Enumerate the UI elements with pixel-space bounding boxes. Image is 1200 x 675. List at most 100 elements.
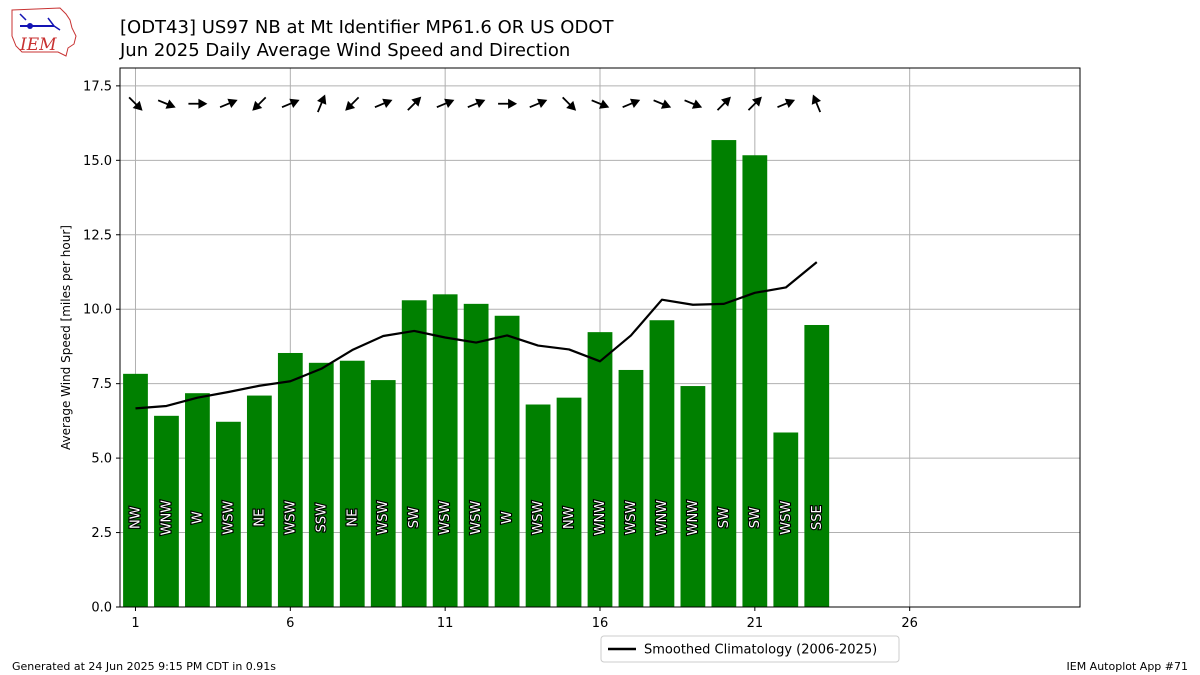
wind-arrow-head	[629, 98, 641, 108]
wind-arrow	[374, 98, 393, 109]
y-tick-label: 7.5	[91, 377, 112, 392]
wind-arrow-head	[475, 98, 486, 108]
wind-arrow-head	[165, 99, 176, 109]
bars	[123, 140, 830, 608]
wind-arrow	[128, 96, 143, 111]
wind-arrow	[777, 98, 796, 109]
wind-arrow-head	[784, 98, 796, 108]
wind-arrow	[407, 96, 422, 111]
direction-label: SW	[717, 507, 732, 528]
wind-arrow-head	[444, 98, 455, 108]
wind-arrow-head	[566, 100, 577, 111]
wind-arrow	[716, 96, 731, 111]
direction-label: WSW	[469, 501, 484, 535]
bar	[154, 415, 179, 607]
bar	[804, 324, 830, 607]
direction-labels: NW WNW W WSW NE WSW SSW NE WSW SW WSW WSW W WSW NW WNW W…	[127, 499, 825, 537]
x-tick-label: 26	[901, 616, 918, 631]
direction-label: WSW	[376, 501, 391, 535]
wind-arrow-shaft	[157, 99, 170, 106]
direction-label: WNW	[593, 500, 608, 536]
bar	[742, 155, 768, 607]
wind-arrow	[345, 96, 360, 111]
wind-arrows	[128, 94, 822, 113]
iem-logo: IEM	[11, 7, 77, 57]
wind-arrow	[498, 98, 518, 109]
wind-arrow-head	[382, 98, 393, 108]
wind-arrow-head	[811, 94, 822, 105]
direction-label: WSW	[438, 501, 453, 535]
x-tick-label: 21	[747, 616, 764, 631]
bar	[370, 380, 396, 607]
wind-arrow-head	[317, 94, 327, 105]
wind-arrow-shaft	[256, 96, 267, 107]
direction-label: NW	[128, 506, 143, 529]
wind-arrow-head	[691, 99, 703, 109]
direction-label: WSW	[624, 501, 639, 535]
legend-label: Smoothed Climatology (2006-2025)	[644, 643, 877, 658]
logo-text: IEM	[19, 35, 57, 55]
legend-box	[600, 635, 900, 663]
direction-label: WNW	[655, 500, 670, 536]
wind-arrow	[747, 96, 762, 111]
wind-arrow-shaft	[747, 100, 758, 111]
wind-arrow-shaft	[716, 100, 727, 111]
bar	[649, 320, 675, 607]
bar	[680, 386, 706, 607]
y-tick-label: 5.0	[91, 452, 112, 467]
x-tick-label: 6	[286, 616, 294, 631]
direction-label: NW	[562, 506, 577, 529]
bar	[773, 432, 799, 607]
bar	[277, 352, 303, 607]
wind-arrow-head	[198, 98, 208, 109]
wind-arrow	[317, 94, 327, 113]
y-tick-label: 2.5	[91, 526, 112, 541]
wind-arrow-head	[289, 98, 300, 108]
bar	[463, 303, 489, 607]
bar	[216, 421, 241, 607]
y-tick-label: 17.5	[83, 79, 112, 94]
y-tick-label: 0.0	[91, 601, 112, 616]
bar	[711, 140, 737, 608]
chart-subtitle: Jun 2025 Daily Average Wind Speed and Di…	[120, 40, 571, 61]
direction-label: SSE	[810, 505, 825, 530]
wind-arrow-head	[132, 100, 143, 111]
legend: Smoothed Climatology (2006-2025)	[600, 635, 900, 663]
direction-label: W	[500, 511, 515, 524]
y-tick-label: 15.0	[83, 154, 112, 169]
bar	[123, 373, 148, 607]
chart-title: [ODT43] US97 NB at Mt Identifier MP61.6 …	[120, 17, 614, 38]
wind-arrow	[252, 96, 267, 111]
wind-arrow-shaft	[349, 96, 360, 107]
direction-label: WNW	[159, 500, 174, 536]
wind-arrow-head	[752, 96, 762, 107]
bar	[339, 360, 365, 607]
direction-label: WNW	[686, 500, 701, 536]
direction-label: WSW	[779, 501, 794, 535]
wind-arrow	[219, 98, 238, 109]
wind-arrow-head	[252, 100, 263, 111]
direction-label: W	[190, 511, 205, 524]
y-axis-label: Average Wind Speed [miles per hour]	[59, 225, 73, 450]
wind-arrow-head	[599, 99, 610, 109]
x-tick-label: 11	[437, 616, 454, 631]
wind-arrow	[622, 98, 641, 109]
direction-label: WSW	[531, 501, 546, 535]
direction-label: NE	[345, 509, 360, 527]
wind-arrow	[529, 98, 548, 109]
wind-arrow-head	[508, 98, 518, 109]
app-label: IEM Autoplot App #71	[1066, 660, 1189, 673]
climatology-line	[135, 261, 818, 410]
bar	[308, 362, 334, 607]
x-tick-label: 16	[592, 616, 609, 631]
direction-label: NE	[252, 509, 267, 527]
bar	[587, 332, 613, 607]
bar	[246, 395, 272, 607]
wind-arrow-head	[660, 99, 672, 109]
y-tick-label: 12.5	[83, 228, 112, 243]
wind-arrow-head	[721, 96, 731, 107]
bar	[432, 294, 458, 607]
generated-note: Generated at 24 Jun 2025 9:15 PM CDT in …	[12, 660, 277, 673]
wind-arrow-head	[537, 98, 548, 108]
